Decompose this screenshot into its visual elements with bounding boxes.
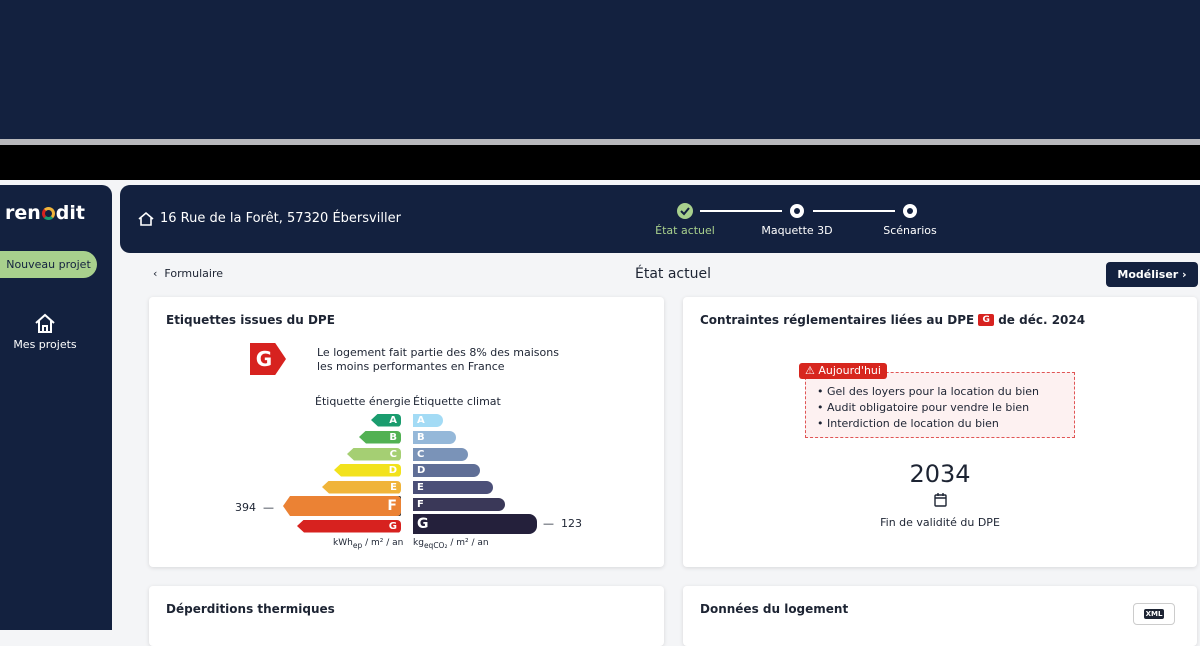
step-line: [700, 210, 782, 212]
logo[interactable]: ren dit: [5, 202, 85, 224]
climate-bar: A: [413, 413, 443, 427]
dpe-text: Le logement fait partie des 8% des maiso…: [317, 346, 559, 373]
losses-card: [149, 586, 664, 646]
energy-bar: C: [347, 447, 401, 461]
validity-caption: Fin de validité du DPE: [880, 516, 1000, 529]
card-title: Déperditions thermiques: [166, 602, 335, 616]
step-label[interactable]: Maquette 3D: [761, 224, 833, 237]
item-text: Audit obligatoire pour vendre le bien: [827, 401, 1030, 414]
dpe-badge: G: [250, 343, 286, 375]
back-text: Formulaire: [164, 267, 223, 280]
climate-heading: Étiquette climat: [413, 395, 501, 408]
projects-icon: [35, 313, 55, 333]
unit-sub: ep: [352, 540, 363, 550]
my-projects-link[interactable]: Mes projets: [13, 338, 77, 351]
step-dot: [790, 204, 804, 218]
logo-icon: [41, 206, 55, 220]
step-done-icon: [677, 203, 693, 219]
climate-unit: kgeqCO₂ / m² / an: [413, 538, 489, 550]
model-button[interactable]: Modéliser ›: [1106, 262, 1198, 287]
title-text: Contraintes réglementaires liées au DPE: [700, 313, 975, 327]
step-dot: [903, 204, 917, 218]
tag-text: Aujourd'hui: [818, 364, 881, 377]
energy-bar: D: [334, 463, 401, 477]
step-label[interactable]: État actuel: [655, 224, 715, 237]
home-icon: [138, 211, 154, 226]
unit: kg: [413, 538, 424, 548]
climate-bar: G: [413, 514, 537, 534]
button-text: Modéliser: [1117, 268, 1179, 281]
energy-value: 394 —: [235, 501, 274, 514]
xml-label: XML: [1143, 609, 1165, 619]
new-project-button[interactable]: Nouveau projet: [0, 251, 97, 278]
divider: [0, 139, 1200, 145]
unit: kWh: [333, 538, 353, 548]
unit: / m² / an: [447, 538, 489, 548]
address: 16 Rue de la Forêt, 57320 Ébersviller: [160, 211, 401, 226]
energy-bar: B: [359, 430, 401, 444]
energy-heading: Étiquette énergie: [315, 395, 411, 408]
climate-bar: C: [413, 447, 468, 461]
constraint-item: • Interdiction de location du bien: [817, 417, 999, 430]
title-badge: G: [978, 314, 995, 326]
constraint-item: • Gel des loyers pour la location du bie…: [817, 385, 1040, 398]
item-text: Interdiction de location du bien: [827, 417, 999, 430]
xml-button[interactable]: XML: [1133, 603, 1175, 625]
energy-bar: E: [322, 480, 401, 494]
top-band: [0, 0, 1200, 140]
housing-card: [683, 586, 1197, 646]
item-text: Gel des loyers pour la location du bien: [827, 385, 1040, 398]
validity-year: 2034: [909, 460, 971, 488]
step-label[interactable]: Scénarios: [883, 224, 937, 237]
constraints-box: [805, 372, 1075, 438]
black-band: [0, 145, 1200, 180]
climate-bar: B: [413, 430, 456, 444]
dpe-card: [149, 297, 664, 567]
card-title: Données du logement: [700, 602, 849, 616]
card-title: Contraintes réglementaires liées au DPE G…: [700, 313, 1085, 327]
logo-text: dit: [55, 202, 85, 224]
unit: / m² / an: [362, 538, 404, 548]
climate-value: — 123: [543, 517, 582, 530]
step-line: [813, 210, 895, 212]
calendar-icon: [934, 493, 947, 507]
climate-bar: E: [413, 480, 493, 494]
page-title: État actuel: [635, 266, 711, 282]
header: [120, 185, 1200, 253]
energy-bar: A: [371, 413, 401, 427]
today-tag: ⚠ Aujourd'hui: [799, 363, 887, 379]
title-text: de déc. 2024: [998, 313, 1086, 327]
logo-text: ren: [5, 202, 41, 224]
value-text: 123: [561, 517, 582, 530]
climate-bar: F: [413, 497, 505, 511]
energy-bar: G: [297, 519, 401, 533]
climate-bar: D: [413, 463, 480, 477]
value-text: 394: [235, 501, 256, 514]
unit-sub: eqCO₂: [423, 540, 448, 550]
constraint-item: • Audit obligatoire pour vendre le bien: [817, 401, 1030, 414]
back-link[interactable]: ‹ Formulaire: [153, 267, 223, 280]
energy-bar: F: [283, 496, 401, 516]
energy-unit: kWhep / m² / an: [333, 538, 403, 550]
card-title: Etiquettes issues du DPE: [166, 313, 335, 327]
